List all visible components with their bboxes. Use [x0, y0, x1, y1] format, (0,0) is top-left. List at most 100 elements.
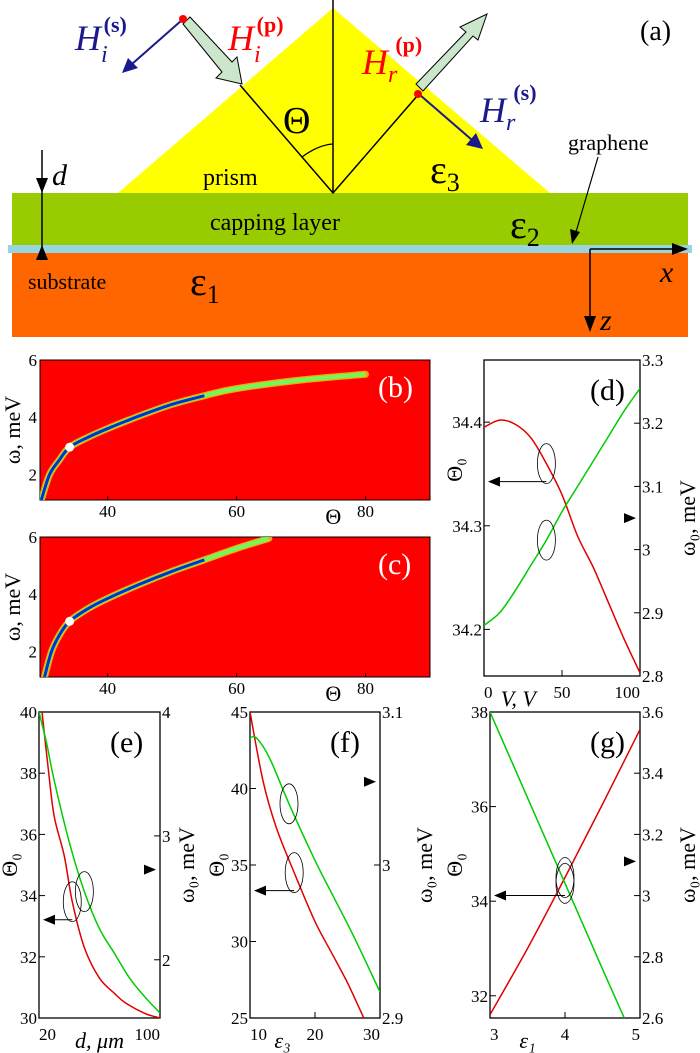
y-tick-label: 6: [29, 351, 38, 370]
right-axis-arrowhead: [144, 864, 156, 875]
y-tick-label: 4: [29, 585, 38, 604]
series-line-left: [490, 729, 640, 1016]
panel-a-diagram: (a) prism capping layer substrate graphe…: [8, 0, 692, 337]
right-axis-arrowhead: [624, 856, 636, 867]
y-right-tick-label: 2: [162, 951, 171, 970]
prism: [118, 8, 550, 193]
eps3-label: ε3: [430, 147, 460, 197]
y-left-tick-label: 45: [231, 703, 248, 722]
ray-path: [239, 84, 419, 195]
heatmap-background: [39, 536, 431, 678]
reflected-beam-arrow: [415, 13, 488, 92]
hr-p-dot: [414, 90, 422, 98]
d-arrowhead-down: [36, 178, 48, 193]
y-right-tick-label: 3.3: [642, 351, 663, 370]
x-tick-label: 3: [490, 1025, 499, 1044]
hr-s-arrowhead: [466, 133, 483, 149]
plot-frame: [38, 711, 161, 1019]
axis-indicator-ellipse: [284, 852, 304, 894]
panel-label: (d): [590, 374, 625, 407]
y-left-tick-label: 32: [471, 987, 488, 1006]
left-axis-arrowhead: [43, 914, 55, 925]
graphene-label: graphene: [568, 130, 649, 155]
series-line-right: [490, 712, 625, 1018]
series-group: [250, 712, 380, 1018]
left-axis-arrowhead: [494, 890, 506, 901]
y-tick-label: 6: [29, 528, 38, 547]
resonance-core: [43, 558, 205, 677]
series-line-left: [250, 712, 365, 1018]
y-left-tick-label: 40: [231, 780, 248, 799]
axis-indicator-ellipse: [555, 862, 575, 904]
axis-indicator-ellipse: [279, 783, 299, 825]
panel-label: (b): [378, 371, 413, 404]
x-tick-label: 80: [357, 502, 374, 521]
right-axis-arrowhead: [364, 776, 376, 787]
series-group: [490, 712, 640, 1018]
x-axis-label: d, μm: [75, 1028, 124, 1053]
chart-f: 10 20 30 25 30 35 40 45 2.9 3 3.1 ε₃ Θ₀ ω₀, meV (f): [204, 703, 437, 1053]
prism-label: prism: [203, 165, 258, 191]
resonance-marker: [65, 616, 75, 626]
y-right-tick-label: 3: [642, 541, 651, 560]
hr-p-label: Hr(p): [361, 32, 422, 88]
x-tick-label: 0: [484, 683, 493, 702]
panel-a-label: (a): [640, 16, 671, 47]
y-right-tick-label: 3.4: [642, 764, 664, 783]
y-left-tick-label: 36: [20, 825, 37, 844]
x-tick-label: 30: [363, 1025, 380, 1044]
d-label: d: [52, 159, 68, 192]
series-line-right: [39, 712, 160, 1014]
y-right-tick-label: 3: [382, 856, 391, 875]
graphene-pointer: [575, 156, 599, 233]
hr-s-arrow: [419, 94, 473, 141]
hi-p-dot: [179, 15, 187, 23]
panel-label: (e): [110, 726, 143, 759]
y-right-tick-label: 3: [642, 887, 651, 906]
charts: 40 60 80 2 4 6 Θω, meV (b) 40 60 80 2 4 6 Θω, meV (c) 0 5…: [0, 351, 700, 1053]
hi-s-arrowhead: [122, 58, 138, 73]
plot-frame: [483, 359, 641, 677]
incident-beam-arrow: [182, 16, 243, 85]
x-tick-label: 5: [632, 1025, 641, 1044]
y-right-tick-label: 2.9: [642, 604, 663, 623]
eps1-label: ε1: [190, 259, 220, 309]
y-right-tick-label: 3.6: [642, 703, 663, 722]
resonance-band: [41, 537, 273, 677]
left-axis-arrowhead: [488, 476, 500, 487]
x-tick-label: 20: [39, 1025, 56, 1044]
axis-indicator-ellipse: [537, 519, 556, 561]
x-axis-label: ε₃: [274, 1028, 290, 1053]
hi-p-label: Hi(p): [227, 12, 284, 68]
hr-s-label: Hr(s): [479, 80, 537, 136]
y-left-tick-label: 34.2: [452, 620, 482, 639]
y-left-axis-label: Θ₀: [0, 853, 22, 877]
eps2-label: ε2: [510, 202, 540, 252]
y-right-tick-label: 3.2: [642, 825, 663, 844]
theta-label: Θ: [283, 100, 310, 142]
y-right-axis-label: ω₀, meV: [412, 827, 437, 903]
y-right-tick-label: 3.2: [642, 414, 663, 433]
z-arrowhead: [584, 316, 596, 332]
series-line-right: [250, 735, 380, 993]
y-axis-label: ω, meV: [0, 573, 25, 641]
capping-layer: [12, 193, 688, 245]
y-left-tick-label: 32: [20, 948, 37, 967]
y-left-tick-label: 38: [20, 764, 37, 783]
x-axis-label: V, V: [501, 686, 539, 711]
graphene-sheet: [8, 245, 692, 253]
hi-s-label: Hi(s): [74, 12, 127, 68]
y-right-tick-label: 2.8: [642, 667, 663, 686]
y-tick-label: 2: [29, 642, 38, 661]
chart-c: 40 60 80 2 4 6 Θω, meV (c): [0, 528, 431, 706]
axis-indicator-ellipse: [62, 881, 82, 923]
x-tick-label: 100: [135, 1025, 161, 1044]
series-line-right: [484, 388, 640, 627]
substrate-label: substrate: [28, 269, 106, 294]
y-left-tick-label: 30: [231, 933, 248, 952]
axis-indicator-ellipse: [537, 443, 556, 485]
left-axis-arrowhead: [254, 885, 266, 896]
hi-s-arrow: [131, 19, 183, 65]
x-tick-label: 80: [357, 679, 374, 698]
